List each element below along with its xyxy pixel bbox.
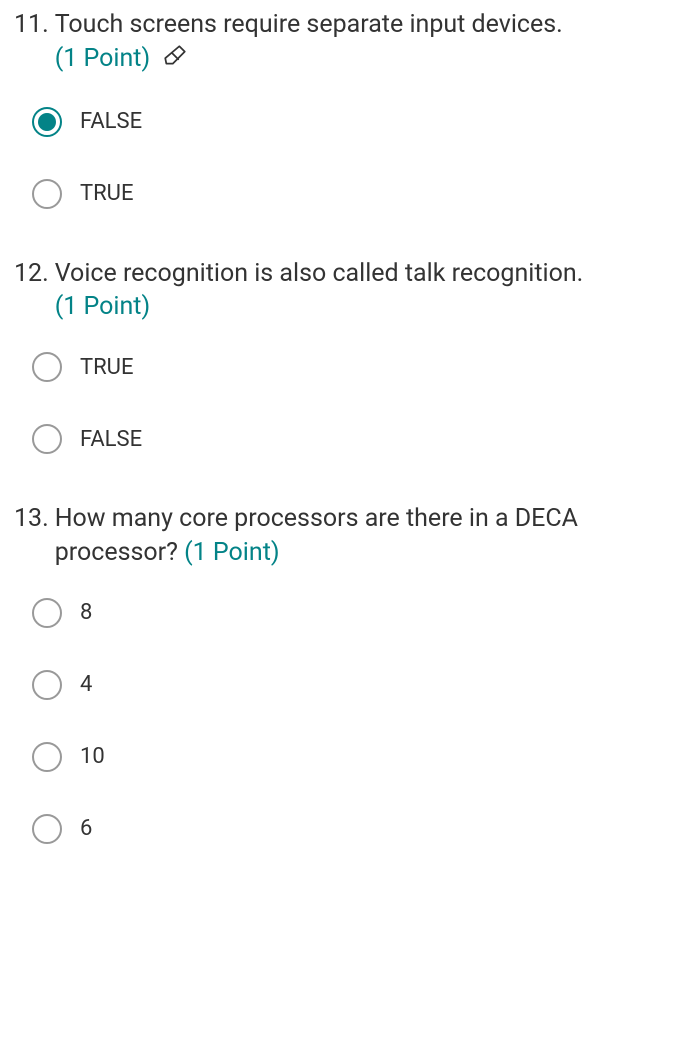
question-block: 12. Voice recognition is also called tal…	[0, 249, 686, 495]
option-label: FALSE	[80, 109, 142, 134]
question-points: (1 Point)	[55, 292, 150, 321]
radio-button[interactable]	[32, 814, 62, 844]
question-text: Voice recognition is also called talk re…	[55, 259, 584, 288]
options-list: 8 4 10 6	[14, 598, 672, 844]
radio-button[interactable]	[32, 424, 62, 454]
option-row[interactable]: 8	[32, 598, 672, 628]
option-label: FALSE	[80, 427, 142, 452]
question-text-wrap: Voice recognition is also called talk re…	[55, 257, 672, 325]
question-points: (1 Point)	[184, 538, 279, 567]
question-block: 11. Touch screens require separate input…	[0, 0, 686, 249]
options-list: FALSE TRUE	[14, 107, 672, 209]
question-block: 13. How many core processors are there i…	[0, 494, 686, 884]
option-row[interactable]: TRUE	[32, 352, 672, 382]
option-label: 8	[80, 600, 92, 625]
question-number: 13.	[14, 502, 49, 536]
option-row[interactable]: FALSE	[32, 424, 672, 454]
option-row[interactable]: 6	[32, 814, 672, 844]
option-label: TRUE	[80, 181, 133, 206]
options-list: TRUE FALSE	[14, 352, 672, 454]
question-text-wrap: How many core processors are there in a …	[55, 502, 672, 570]
question-text-wrap: Touch screens require separate input dev…	[55, 8, 672, 79]
radio-button[interactable]	[32, 107, 62, 137]
question-text: How many core processors are there in a …	[55, 504, 578, 567]
eraser-icon[interactable]	[162, 43, 188, 79]
question-points: (1 Point)	[55, 44, 150, 73]
radio-button[interactable]	[32, 598, 62, 628]
option-label: 4	[80, 672, 92, 697]
question-number: 11.	[14, 8, 49, 42]
radio-button[interactable]	[32, 179, 62, 209]
option-row[interactable]: 4	[32, 670, 672, 700]
option-label: 10	[80, 744, 105, 769]
option-label: TRUE	[80, 355, 133, 380]
radio-button[interactable]	[32, 670, 62, 700]
question-header: 11. Touch screens require separate input…	[14, 8, 672, 79]
option-row[interactable]: TRUE	[32, 179, 672, 209]
question-header: 12. Voice recognition is also called tal…	[14, 257, 672, 325]
option-label: 6	[80, 816, 92, 841]
question-number: 12.	[14, 257, 49, 291]
option-row[interactable]: FALSE	[32, 107, 672, 137]
question-header: 13. How many core processors are there i…	[14, 502, 672, 570]
radio-button[interactable]	[32, 742, 62, 772]
option-row[interactable]: 10	[32, 742, 672, 772]
question-text: Touch screens require separate input dev…	[55, 10, 563, 39]
radio-button[interactable]	[32, 352, 62, 382]
